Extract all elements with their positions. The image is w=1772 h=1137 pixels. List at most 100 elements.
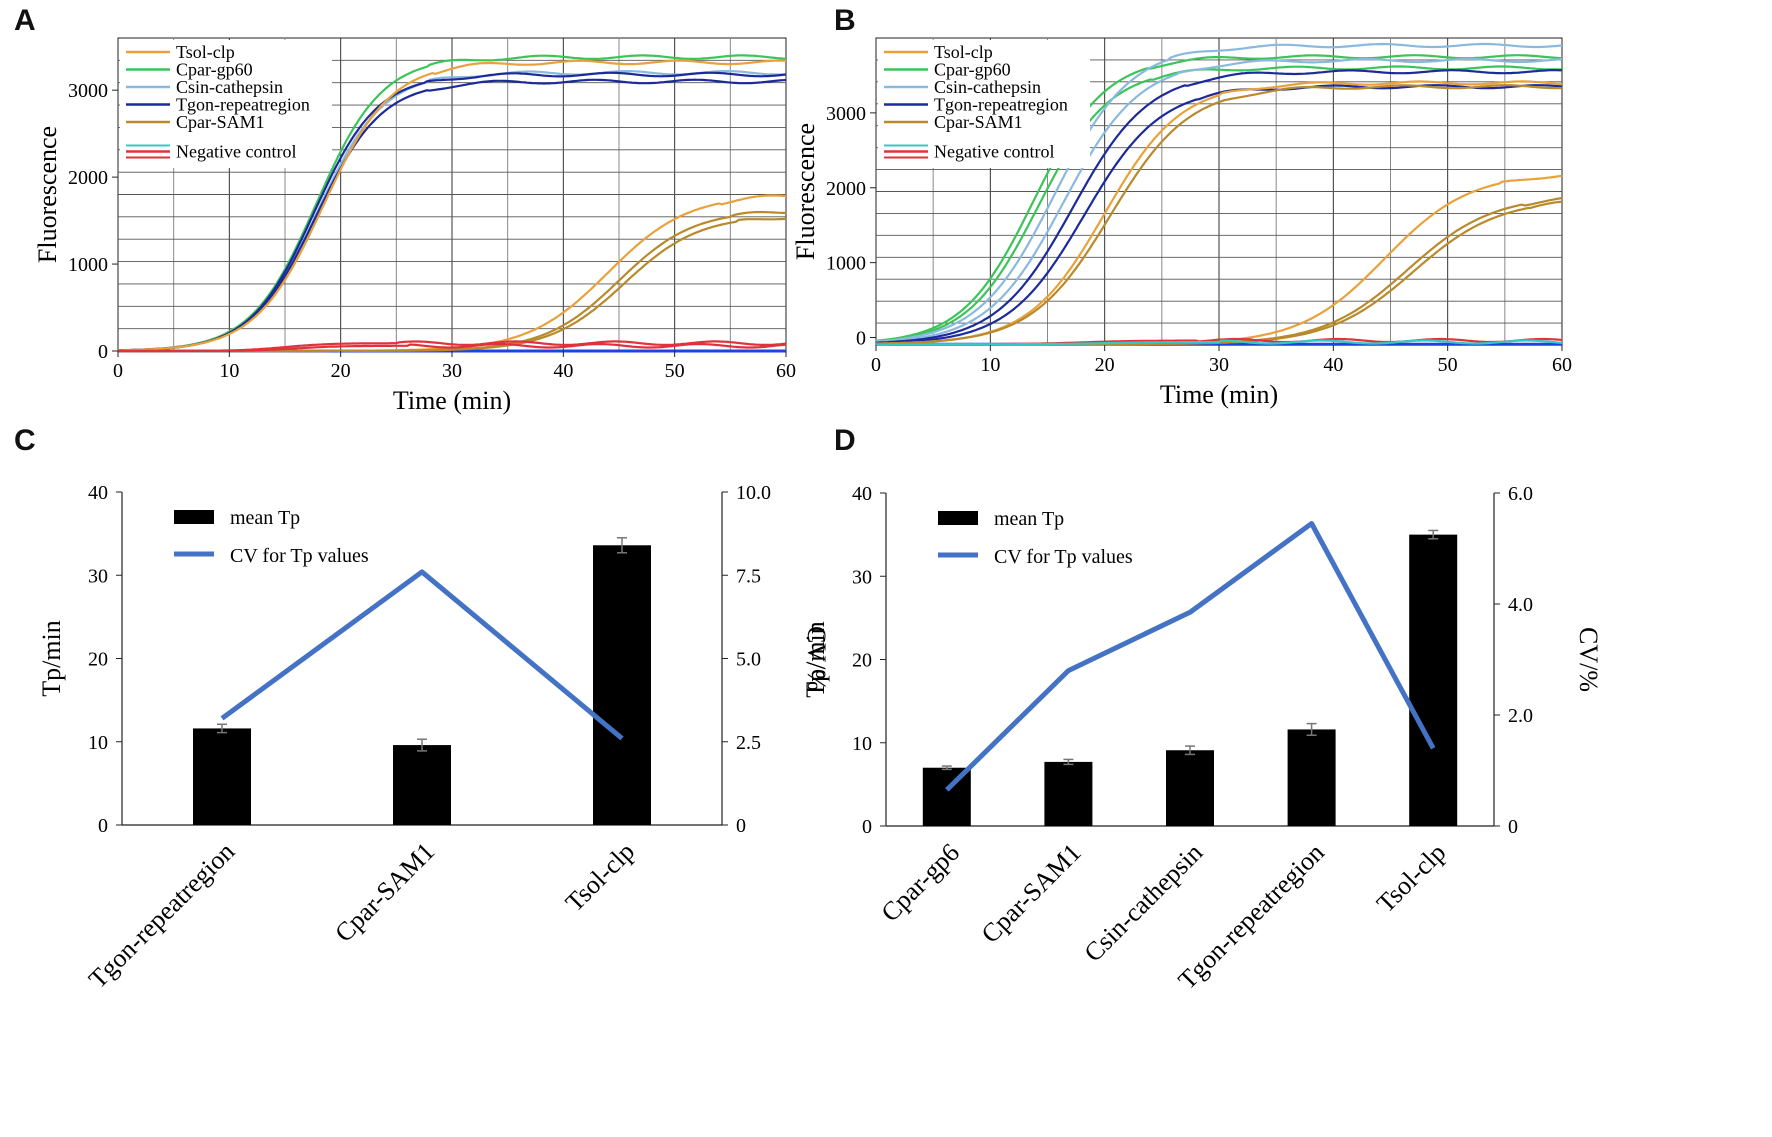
chart-a-xlabel: Time (min) (393, 386, 511, 415)
chart-c-y2tick-label: 5.0 (736, 649, 761, 671)
chart-c-ytick-label: 30 (88, 565, 108, 587)
chart-a-legend-label: Negative control (176, 142, 296, 162)
chart-a-ytick-label: 0 (98, 341, 108, 363)
chart-c-bar (393, 745, 451, 825)
chart-d-category-label: Cpar-gp6 (875, 838, 965, 928)
chart-d-legend-label: mean Tp (994, 508, 1064, 530)
chart-b-legend-label: Cpar-SAM1 (934, 112, 1023, 132)
chart-c-mean-tp: 0 10 20 30 40 0 2.5 5.0 7.5 10.0 Tgon-repeatregion… (37, 482, 831, 994)
chart-b-legend-label: Csin-cathepsin (934, 77, 1041, 97)
chart-c-bar (193, 728, 251, 825)
chart-a-legend-label: Cpar-SAM1 (176, 112, 265, 132)
panel-b-letter: B (834, 4, 856, 37)
chart-b-ytick-label: 3000 (826, 103, 866, 125)
chart-b-legend: Tsol-clpCpar-gp60Csin-cathepsinTgon-repe… (878, 40, 1090, 168)
chart-d-category-label: Cpar-SAM1 (976, 838, 1087, 949)
chart-a-xtick-label: 40 (553, 360, 573, 382)
chart-b-xlabel: Time (min) (1160, 380, 1278, 409)
chart-b-xtick-label: 10 (980, 354, 1000, 376)
chart-b-xtick-label: 0 (871, 354, 881, 376)
chart-a-ylabel: Fluorescence (33, 126, 62, 263)
chart-d-ytick-label: 0 (862, 816, 872, 838)
chart-a-series-line (118, 342, 787, 353)
chart-d-mean-tp: 0 10 20 30 40 0 2.0 4.0 6.0 Cpar-gp6 Cpar-SAM1Csin… (801, 483, 1603, 995)
chart-a-ytick-label: 2000 (68, 167, 108, 189)
chart-c-legend-swatch-bar (174, 510, 214, 524)
chart-c-y2label: CV/% (802, 626, 831, 691)
chart-d-y2label: CV/% (1574, 627, 1603, 692)
chart-a-xtick-label: 50 (665, 360, 685, 382)
chart-c-ylabel: Tp/min (37, 620, 66, 697)
chart-a-fluorescence: 0 10 20 30 40 50 60 0 1000 2000 3000 Time (min) Fluo… (33, 37, 796, 415)
chart-d-ylabel: Tp/min (801, 621, 830, 698)
chart-d-ytick-label: 40 (852, 483, 872, 505)
chart-d-y2tick-label: 6.0 (1508, 483, 1533, 505)
chart-d-category-label: Tsol-clp (1371, 838, 1451, 918)
chart-b-legend-label: Tgon-repeatregion (934, 95, 1068, 115)
chart-c-category-label: Cpar-SAM1 (329, 837, 440, 948)
chart-c-y2tick-label: 10.0 (736, 482, 771, 504)
chart-c-category-label: Tsol-clp (560, 837, 640, 917)
chart-c-bar (593, 545, 651, 825)
chart-c-ytick-label: 40 (88, 482, 108, 504)
chart-c-legend: mean Tp CV for Tp values (174, 507, 369, 567)
chart-d-bar (1166, 750, 1214, 826)
chart-d-ytick-label: 30 (852, 566, 872, 588)
chart-a-legend-label: Tsol-clp (176, 42, 235, 62)
chart-a-legend-label: Csin-cathepsin (176, 77, 283, 97)
chart-d-legend-swatch-bar (938, 511, 978, 525)
chart-c-y2tick-label: 0 (736, 815, 746, 837)
chart-a-series-line (118, 59, 787, 352)
chart-b-ytick-label: 2000 (826, 178, 866, 200)
chart-b-series-line (875, 84, 1563, 345)
chart-a-series-line (117, 54, 787, 352)
chart-a-xtick-label: 0 (113, 360, 123, 382)
panel-a-letter: A (14, 4, 36, 37)
chart-c-ytick-label: 10 (88, 732, 108, 754)
chart-a-ytick-label: 3000 (68, 80, 108, 102)
chart-c-ytick-label: 0 (98, 815, 108, 837)
chart-d-cv-line (945, 521, 1436, 792)
chart-b-fluorescence: 0 10 20 30 40 50 60 0 1000 2000 3000 Time (min) Fluo… (791, 37, 1572, 409)
chart-a-ytick-label: 1000 (68, 254, 108, 276)
chart-c-category-label: Tgon-repeatregion (83, 837, 240, 994)
chart-d-ytick-label: 10 (852, 733, 872, 755)
chart-b-ytick-label: 1000 (826, 253, 866, 275)
chart-d-y2tick-label: 2.0 (1508, 705, 1533, 727)
chart-b-series-line (875, 42, 1563, 343)
chart-d-ytick-label: 20 (852, 650, 872, 672)
chart-b-series-line (875, 54, 1563, 342)
chart-d-legend: mean Tp CV for Tp values (938, 508, 1133, 568)
chart-a-legend-label: Tgon-repeatregion (176, 95, 310, 115)
chart-b-ytick-label: 0 (856, 328, 866, 350)
chart-c-y2tick-label: 7.5 (736, 565, 761, 587)
chart-a-xtick-label: 10 (219, 360, 239, 382)
chart-b-series-line (875, 84, 1563, 345)
chart-b-xtick-label: 20 (1095, 354, 1115, 376)
chart-c-legend-label: CV for Tp values (230, 545, 369, 567)
chart-b-series-line (876, 339, 1563, 346)
chart-a-xtick-label: 20 (331, 360, 351, 382)
chart-b-ylabel: Fluorescence (791, 123, 820, 260)
chart-b-xtick-label: 40 (1323, 354, 1343, 376)
chart-a-legend: Tsol-clpCpar-gp60Csin-cathepsinTgon-repe… (120, 40, 332, 168)
chart-b-series-line (875, 69, 1562, 344)
chart-b-legend-label: Cpar-gp60 (934, 60, 1011, 80)
chart-d-category-label: Csin-cathepsin (1078, 838, 1208, 968)
chart-d-y2tick-label: 4.0 (1508, 594, 1533, 616)
chart-b-xtick-label: 50 (1438, 354, 1458, 376)
panel-d-letter: D (834, 424, 856, 457)
chart-a-legend-label: Cpar-gp60 (176, 60, 253, 80)
chart-d-bar (1044, 761, 1093, 826)
chart-c-cv-line (220, 569, 624, 741)
chart-b-legend-label: Tsol-clp (934, 42, 993, 62)
chart-b-xtick-label: 60 (1552, 354, 1572, 376)
chart-d-legend-label: CV for Tp values (994, 546, 1133, 568)
chart-b-series-line (875, 57, 1563, 344)
chart-b-xtick-label: 30 (1209, 354, 1229, 376)
chart-c-ytick-label: 20 (88, 649, 108, 671)
chart-d-bar (1409, 534, 1458, 826)
chart-a-xtick-label: 60 (776, 360, 796, 382)
chart-b-legend-label: Negative control (934, 142, 1054, 162)
chart-c-y2tick-label: 2.5 (736, 732, 761, 754)
